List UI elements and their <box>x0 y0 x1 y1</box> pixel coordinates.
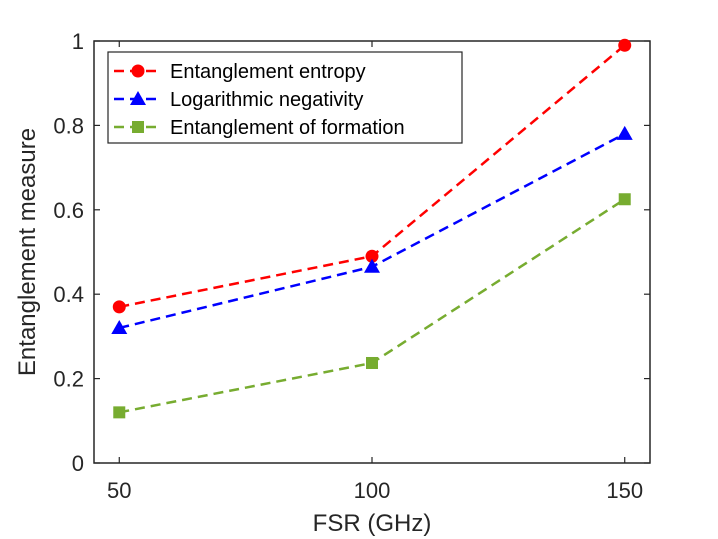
data-point <box>111 319 128 334</box>
y-tick-label: 0.4 <box>53 282 84 307</box>
y-tick-label: 0.6 <box>53 198 84 223</box>
data-point <box>618 38 632 52</box>
y-axis-title: Entanglement measure <box>14 128 41 376</box>
data-point <box>112 300 126 314</box>
legend-marker <box>130 91 146 105</box>
data-point <box>618 193 631 206</box>
x-axis-title: FSR (GHz) <box>313 510 432 537</box>
y-tick-label: 0.8 <box>53 113 84 138</box>
data-point <box>365 249 379 263</box>
legend-marker <box>132 121 144 133</box>
legend-label: Entanglement of formation <box>170 117 405 139</box>
legend-label: Logarithmic negativity <box>170 89 363 111</box>
legend-marker <box>131 64 145 78</box>
y-tick-label: 0 <box>72 451 84 476</box>
legend-items: Entanglement entropy Logarithmic negativi… <box>114 61 405 139</box>
legend-label: Entanglement entropy <box>170 61 366 83</box>
series-layer <box>111 38 633 419</box>
x-tick-label: 100 <box>354 478 391 503</box>
x-axis: 50 100 150 <box>107 41 643 503</box>
series-line <box>118 132 626 330</box>
series-2 <box>113 193 631 419</box>
legend-item: Entanglement entropy <box>114 61 366 83</box>
series-1 <box>111 125 633 334</box>
data-point <box>616 125 633 140</box>
series-line <box>119 198 626 414</box>
y-axis: 0 0.2 0.4 0.6 0.8 1 <box>53 29 650 476</box>
legend-item: Entanglement of formation <box>114 117 405 139</box>
data-point <box>113 406 126 419</box>
legend-item: Logarithmic negativity <box>114 89 363 111</box>
y-tick-label: 0.2 <box>53 367 84 392</box>
series-0 <box>112 38 632 314</box>
x-tick-label: 150 <box>606 478 643 503</box>
data-point <box>364 258 380 273</box>
x-tick-label: 50 <box>107 478 131 503</box>
data-point <box>366 356 378 369</box>
legend-box <box>107 51 463 144</box>
y-tick-label: 1 <box>72 29 84 54</box>
legend: Entanglement entropy Logarithmic negativi… <box>107 51 463 144</box>
